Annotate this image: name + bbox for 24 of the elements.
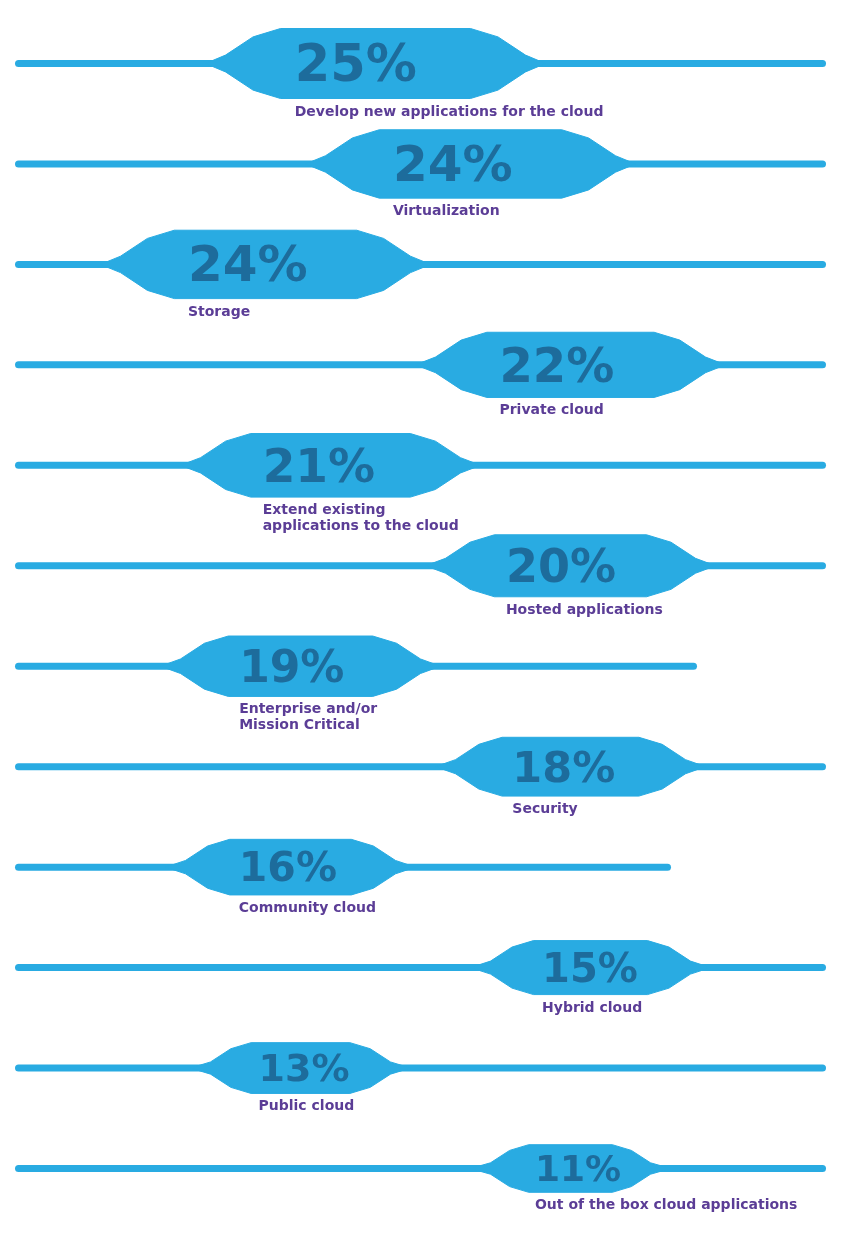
category-label: Public cloud <box>258 1097 355 1114</box>
category-label: Private cloud <box>499 401 604 418</box>
data-label: 24% <box>392 134 513 193</box>
data-label: 19% <box>239 640 345 692</box>
category-label: Hybrid cloud <box>542 998 643 1015</box>
category-label: Hosted applications <box>505 600 663 617</box>
category-label: Security <box>512 800 578 817</box>
data-label: 25% <box>294 34 417 93</box>
data-label: 16% <box>238 843 337 892</box>
category-label: Enterprise and/or Mission Critical <box>239 700 378 733</box>
data-label: 21% <box>262 437 376 493</box>
category-label: Virtualization <box>392 202 500 219</box>
data-label: 15% <box>542 944 638 991</box>
category-label: Storage <box>187 302 251 319</box>
category-label: Out of the box cloud applications <box>534 1196 798 1213</box>
data-label: 20% <box>505 538 617 593</box>
category-label: Extend existing applications to the cloud <box>262 501 459 534</box>
data-label: 24% <box>187 235 308 294</box>
data-label: 18% <box>512 741 616 792</box>
category-label: Develop new applications for the cloud <box>294 102 604 119</box>
data-label: 22% <box>499 336 615 393</box>
data-label: 13% <box>258 1046 350 1091</box>
category-label: Community cloud <box>238 898 377 915</box>
data-label: 11% <box>534 1148 622 1189</box>
